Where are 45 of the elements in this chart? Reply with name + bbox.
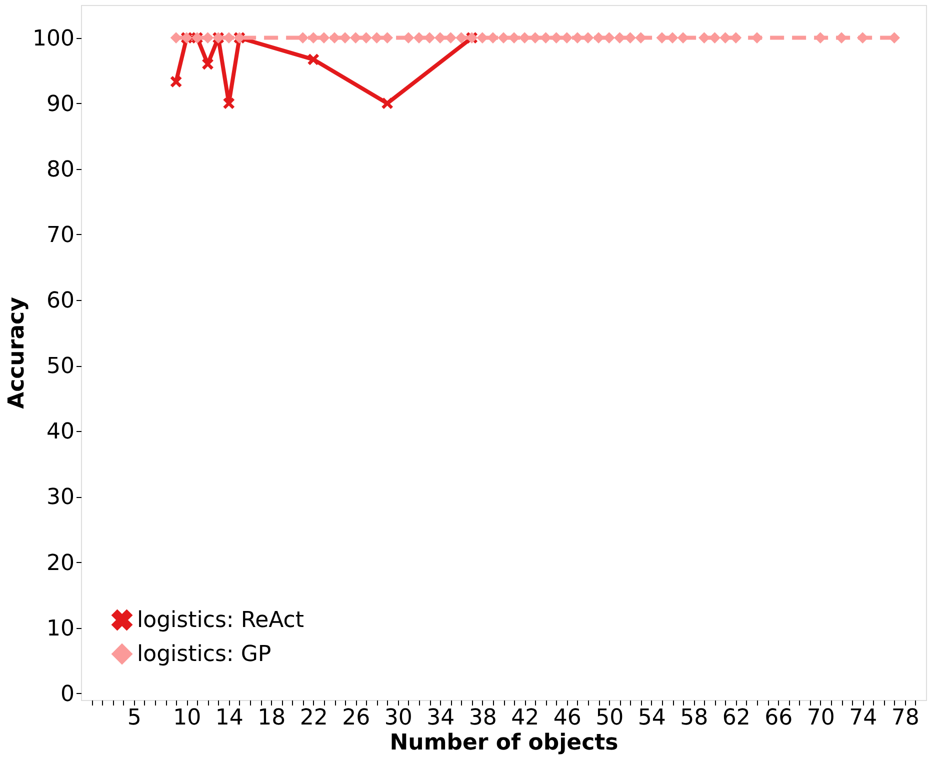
y-tick-label: 30 (46, 485, 74, 510)
point (709, 32, 720, 44)
x-tick-label: 54 (638, 706, 666, 730)
x-tick-label: 22 (300, 706, 328, 730)
legend-label: logistics: GP (137, 642, 272, 667)
point (223, 98, 235, 110)
x-tick-label: 66 (764, 706, 793, 730)
y-tick-label: 0 (60, 682, 74, 707)
x-tick-label: 70 (806, 706, 835, 730)
y-tick-label: 50 (46, 354, 74, 380)
x-tick-label: 42 (511, 706, 540, 730)
point (170, 76, 182, 88)
x-tick-label: 5 (127, 706, 142, 730)
x-tick-label: 74 (849, 706, 878, 730)
y-tick-label: 20 (46, 550, 74, 576)
x-tick-label: 34 (426, 706, 455, 730)
point (382, 98, 394, 110)
y-tick-label: 10 (46, 616, 74, 642)
point (624, 32, 636, 44)
x-tick-label: 18 (258, 706, 286, 730)
y-tick-label: 80 (46, 157, 74, 182)
x-tick-label: 58 (680, 706, 708, 730)
point (371, 32, 382, 44)
point (308, 54, 320, 66)
x-tick-label: 62 (722, 706, 750, 730)
x-tick-label: 30 (384, 706, 412, 730)
x-tick-label: 38 (468, 706, 497, 730)
x-axis-title: Number of objects (390, 730, 618, 756)
x-tick-label: 78 (891, 706, 920, 730)
point (202, 58, 214, 70)
x-tick-label: 26 (342, 706, 370, 730)
y-tick-label: 70 (46, 222, 74, 248)
x-tick-label: 10 (173, 706, 202, 730)
y-tick-label: 60 (46, 288, 74, 314)
x-tick-label: 46 (553, 706, 582, 730)
point (202, 32, 214, 44)
y-axis-title: Accuracy (4, 297, 30, 409)
legend-label: logistics: ReAct (137, 608, 304, 633)
x-tick-label: 50 (596, 706, 624, 730)
point (540, 32, 552, 44)
y-tick-label: 100 (32, 26, 74, 52)
y-tick-label: 40 (46, 420, 74, 445)
point (456, 32, 467, 44)
x-tick-label: 14 (215, 706, 244, 730)
y-tick-label: 90 (46, 92, 74, 117)
